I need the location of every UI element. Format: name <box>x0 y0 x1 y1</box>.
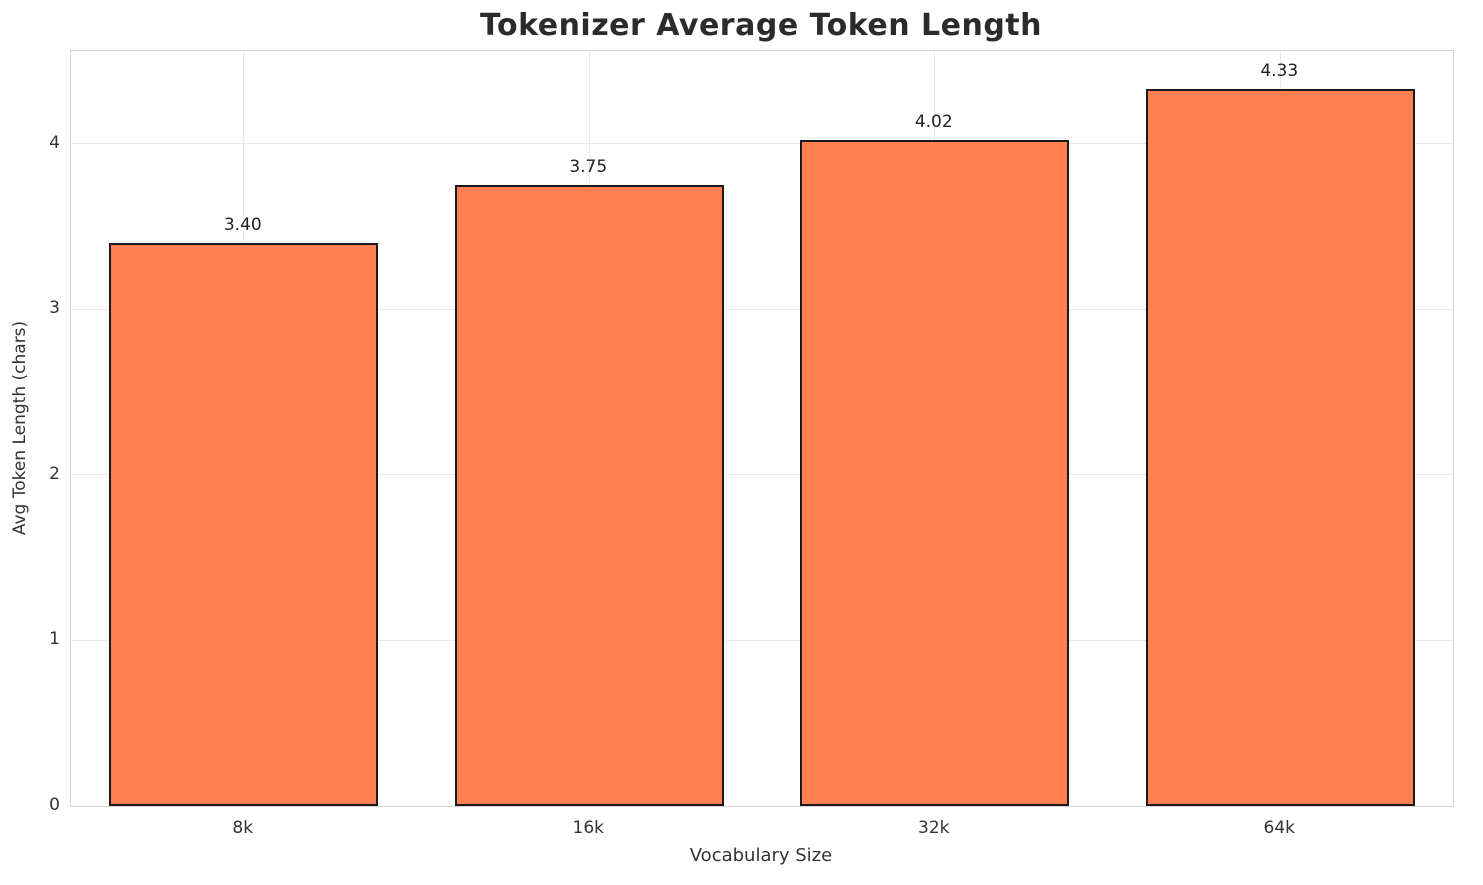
bar-64k <box>1145 89 1415 806</box>
y-gridline <box>71 474 1453 476</box>
x-tick-label: 64k <box>1263 818 1295 838</box>
bar-value-label: 3.40 <box>223 215 262 236</box>
x-tick-label: 16k <box>572 818 604 838</box>
x-axis-label: Vocabulary Size <box>689 845 833 866</box>
y-tick-label: 3 <box>49 298 60 319</box>
y-tick-label: 4 <box>49 132 60 153</box>
bar-32k <box>800 140 1070 806</box>
y-tick-label: 0 <box>49 795 60 815</box>
y-gridline <box>71 143 1453 145</box>
bar-16k <box>454 185 724 806</box>
y-tick-label: 2 <box>49 463 60 484</box>
y-axis-label: Avg Token Length (chars) <box>10 320 31 535</box>
bar-value-label: 4.33 <box>1260 61 1299 82</box>
y-gridline <box>71 308 1453 310</box>
bar-value-label: 4.02 <box>914 112 953 133</box>
bar-8k <box>109 243 379 806</box>
plot-area <box>70 50 1454 807</box>
chart-title: Tokenizer Average Token Length <box>479 8 1042 43</box>
y-axis-label-wrap: Avg Token Length (chars) <box>6 50 34 805</box>
y-gridline <box>71 639 1453 641</box>
y-tick-label: 1 <box>49 629 60 650</box>
x-tick-label: 32k <box>918 818 950 838</box>
x-tick-label: 8k <box>232 818 254 838</box>
bar-value-label: 3.75 <box>569 157 608 178</box>
